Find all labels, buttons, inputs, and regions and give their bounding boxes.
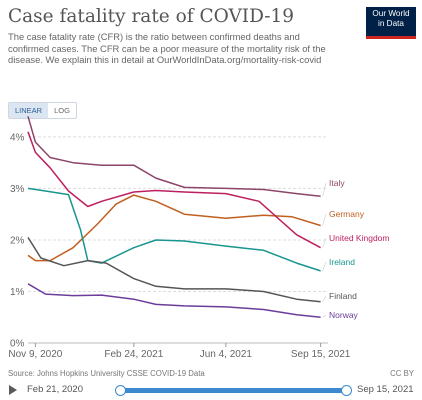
timeline-track[interactable] bbox=[115, 385, 352, 396]
license-link[interactable]: CC BY bbox=[390, 369, 414, 378]
timeline-end-label: Sep 15, 2021 bbox=[357, 384, 414, 395]
series-label: Finland bbox=[329, 291, 357, 301]
timeline-selection-fill bbox=[121, 388, 347, 393]
series-line bbox=[27, 187, 321, 272]
y-tick-label: 3% bbox=[10, 184, 25, 195]
logo-line-2: in Data bbox=[378, 18, 404, 28]
series-label: Ireland bbox=[329, 257, 355, 267]
series-line bbox=[27, 237, 321, 303]
owid-logo[interactable]: Our World in Data bbox=[366, 7, 416, 39]
chart-title: Case fatality rate of COVID-19 bbox=[8, 6, 295, 27]
series-line bbox=[27, 116, 321, 197]
series-label: Norway bbox=[329, 310, 359, 320]
line-chart: 0% 1% 2% 3% 4% Nov 9, 2020 Feb 24, 2021 Jun 4, … bbox=[8, 116, 389, 360]
series-label: Germany bbox=[329, 209, 365, 219]
play-icon[interactable] bbox=[9, 385, 17, 395]
linear-scale-button[interactable]: LINEAR bbox=[9, 103, 49, 118]
timeline-start-handle[interactable] bbox=[115, 385, 126, 396]
y-tick-label: 1% bbox=[10, 287, 25, 298]
logo-line-1: Our World bbox=[372, 9, 410, 18]
x-tick-label: Jun 4, 2021 bbox=[200, 349, 253, 360]
series-label: United Kingdom bbox=[329, 233, 389, 243]
timeline-start-label: Feb 21, 2020 bbox=[27, 384, 83, 395]
series-label-leader bbox=[322, 182, 327, 197]
timeline-end-handle[interactable] bbox=[341, 385, 352, 396]
series-line bbox=[27, 131, 321, 249]
logo-accent-rule bbox=[366, 36, 416, 39]
scale-toggle: LINEAR LOG bbox=[8, 102, 77, 119]
log-scale-button[interactable]: LOG bbox=[54, 106, 70, 115]
series-label-leader bbox=[322, 237, 327, 248]
x-tick-label: Feb 24, 2021 bbox=[104, 349, 163, 360]
series-label-leader bbox=[322, 314, 327, 318]
y-tick-label: 0% bbox=[10, 339, 25, 350]
y-tick-label: 2% bbox=[10, 235, 25, 246]
timeline-control: Feb 21, 2020 Sep 15, 2021 bbox=[0, 382, 422, 400]
series-label-leader bbox=[322, 295, 327, 302]
x-tick-label: Nov 9, 2020 bbox=[8, 349, 62, 360]
series-label: Italy bbox=[329, 178, 345, 188]
y-tick-label: 4% bbox=[10, 132, 25, 143]
series-label-leader bbox=[322, 213, 327, 226]
series-label-leader bbox=[322, 261, 327, 271]
chart-subtitle: The case fatality rate (CFR) is the rati… bbox=[8, 31, 326, 65]
series-line bbox=[27, 283, 321, 318]
x-tick-label: Sep 15, 2021 bbox=[291, 349, 351, 360]
source-note[interactable]: Source: Johns Hopkins University CSSE CO… bbox=[8, 369, 205, 378]
